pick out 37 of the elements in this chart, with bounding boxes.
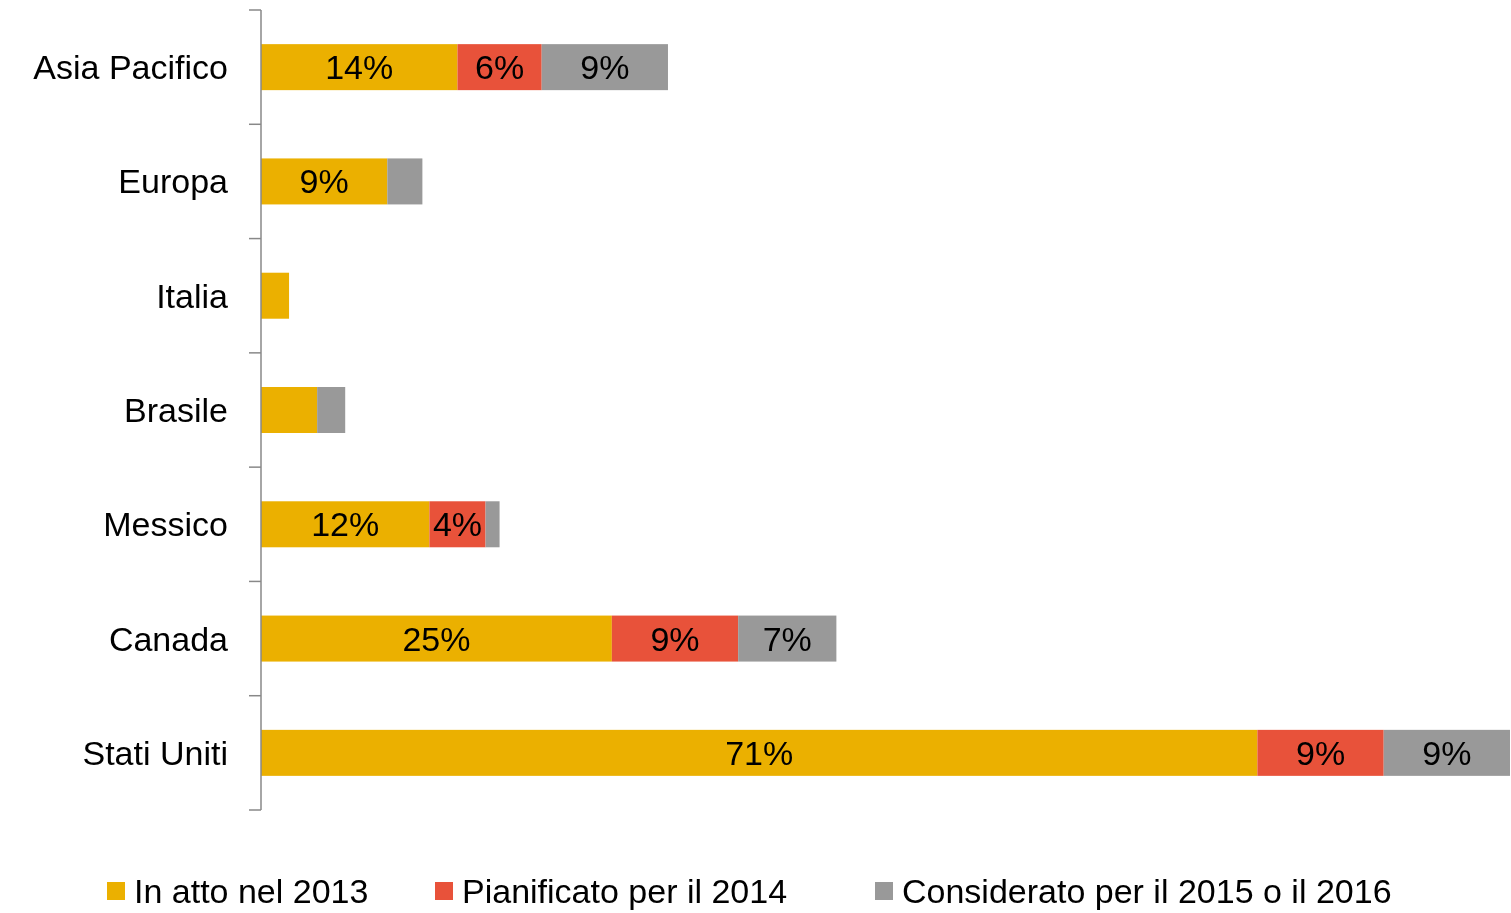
bar <box>485 501 500 548</box>
bar <box>1257 729 1384 776</box>
y-tick-label: Europa <box>118 162 229 201</box>
data-label: 9% <box>580 48 630 87</box>
legend-label: Pianificato per il 2014 <box>462 872 788 910</box>
legend-label: In atto nel 2013 <box>134 872 369 910</box>
legend-label: Considerato per il 2015 o il 2016 <box>902 872 1392 910</box>
bar <box>261 387 318 433</box>
bar <box>261 501 430 548</box>
data-label: 7% <box>762 619 812 658</box>
data-label: 14% <box>325 48 394 87</box>
bar <box>1383 729 1510 776</box>
data-label: 9% <box>1422 733 1472 772</box>
data-label: 12% <box>311 505 380 544</box>
data-label: 25% <box>402 619 471 658</box>
y-tick-label: Italia <box>156 276 229 315</box>
data-label: 9% <box>1295 733 1346 772</box>
data-label: 4% <box>432 505 483 544</box>
bar <box>261 615 612 662</box>
bar <box>738 615 837 662</box>
bar <box>387 158 423 205</box>
bar <box>611 615 739 662</box>
bar <box>261 158 388 205</box>
y-tick-label: Stati Uniti <box>82 733 228 772</box>
y-tick-label: Brasile <box>124 391 228 429</box>
data-label: 9% <box>650 619 700 658</box>
bar <box>261 44 458 91</box>
bar <box>541 44 668 91</box>
bar <box>261 729 1258 776</box>
y-tick-label: Asia Pacifico <box>33 48 228 87</box>
data-label: 9% <box>299 162 349 201</box>
y-tick-label: Messico <box>103 505 228 544</box>
bar <box>317 387 346 433</box>
y-tick-label: Canada <box>108 619 229 658</box>
data-label: 6% <box>475 48 525 87</box>
data-label: 71% <box>725 733 794 772</box>
bar <box>261 272 290 319</box>
